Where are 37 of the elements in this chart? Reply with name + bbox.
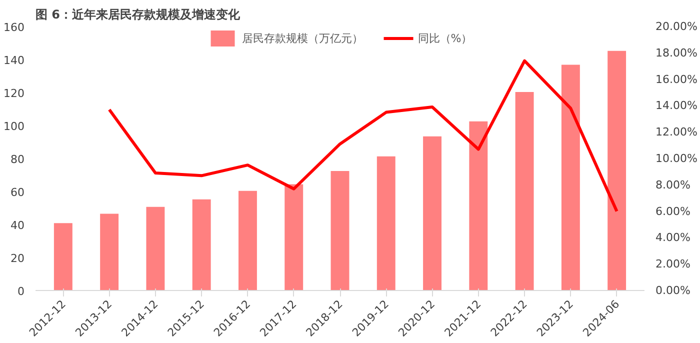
bar bbox=[54, 223, 72, 290]
y-tick-label: 100 bbox=[4, 120, 25, 133]
y2-tick-label: 14.00% bbox=[656, 99, 698, 112]
legend-label: 同比（%） bbox=[418, 30, 472, 46]
y2-tick-label: 0.00% bbox=[656, 284, 690, 297]
y2-tick-label: 16.00% bbox=[656, 72, 698, 86]
bar bbox=[376, 156, 396, 290]
bar bbox=[100, 214, 119, 290]
y2-tick-label: 12.00% bbox=[656, 126, 698, 139]
y2-tick-label: 2.00% bbox=[656, 258, 690, 271]
y-tick-label: 60 bbox=[10, 186, 25, 199]
y2-tick-label: 10.00% bbox=[656, 152, 698, 165]
bar bbox=[238, 190, 257, 290]
legend-label: 居民存款规模（万亿元） bbox=[242, 30, 363, 46]
bar bbox=[284, 184, 304, 290]
bar bbox=[192, 199, 211, 290]
bar bbox=[561, 64, 580, 290]
bar bbox=[423, 136, 442, 290]
y2-tick-label: 4.00% bbox=[656, 231, 690, 244]
y-tick-label: 140 bbox=[4, 54, 25, 67]
bar bbox=[146, 206, 165, 290]
line-series bbox=[108, 59, 618, 213]
y-tick-label: 160 bbox=[4, 21, 25, 34]
y-tick-label: 120 bbox=[4, 87, 25, 100]
y2-tick-label: 20.00% bbox=[656, 20, 698, 33]
bar bbox=[515, 92, 534, 290]
y-tick-label: 80 bbox=[10, 153, 25, 166]
bar bbox=[330, 171, 350, 290]
y-tick-label: 40 bbox=[10, 219, 25, 232]
chart-title: 图 6：近年来居民存款规模及增速变化 bbox=[36, 8, 242, 22]
bar bbox=[608, 50, 626, 290]
bar bbox=[469, 121, 488, 290]
y2-tick-label: 6.00% bbox=[656, 204, 690, 218]
y-tick-label: 0 bbox=[18, 285, 24, 298]
y2-tick-label: 18.00% bbox=[656, 46, 698, 60]
y-tick-label: 20 bbox=[10, 252, 25, 265]
y2-tick-label: 8.00% bbox=[656, 178, 690, 192]
